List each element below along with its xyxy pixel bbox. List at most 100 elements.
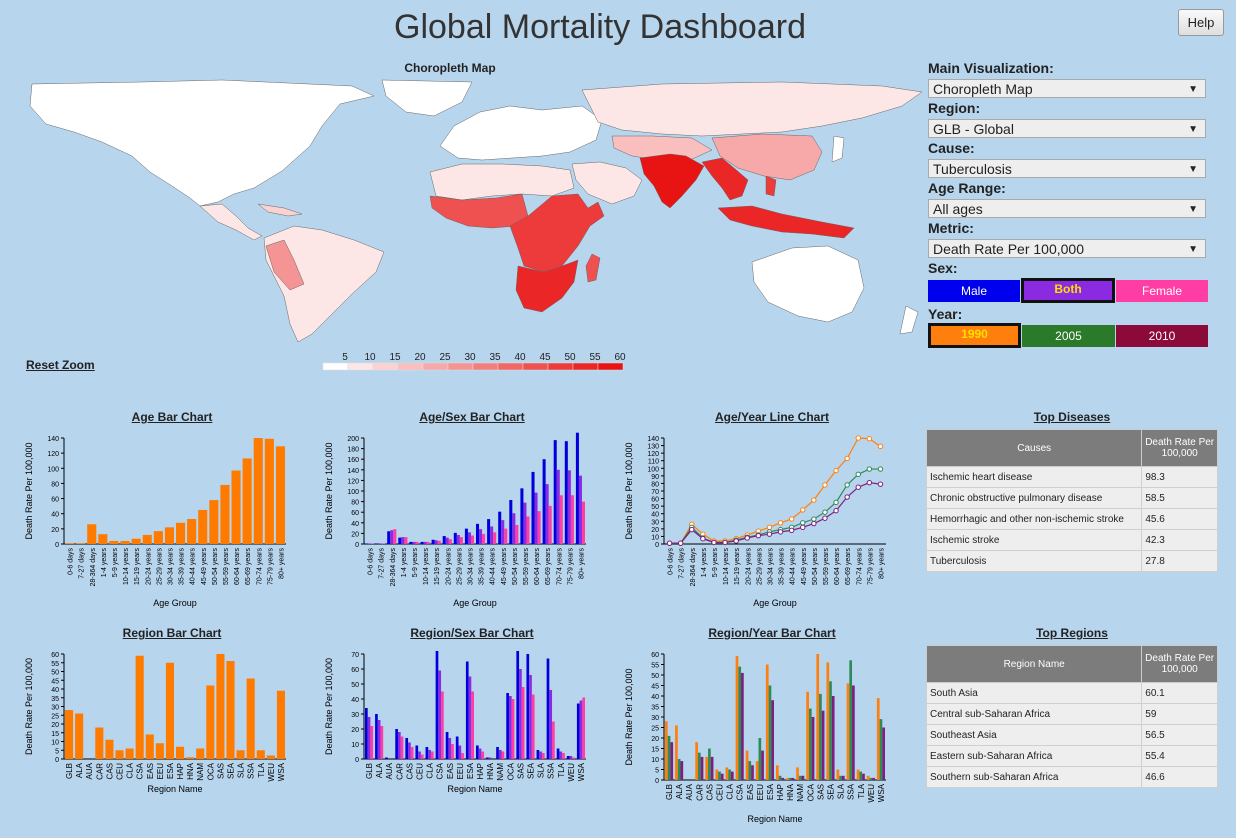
bar-y2010 [741, 672, 744, 780]
bar-both [579, 700, 583, 759]
point-y1990 [788, 516, 795, 522]
year-1990-button[interactable]: 1990 [928, 323, 1021, 348]
region-year-bar-title: Region/Year Bar Chart [708, 626, 836, 640]
x-tick-label: OCA [506, 762, 515, 780]
bar-y2010 [720, 773, 724, 780]
map-region-philippines [765, 175, 777, 197]
legend-swatch [447, 362, 474, 371]
reset-zoom-link[interactable]: Reset Zoom [26, 358, 95, 372]
x-tick-label: CLA [726, 783, 735, 799]
x-tick-label: TLA [257, 762, 266, 777]
sex-male-button[interactable]: Male [928, 280, 1020, 302]
point-y1990 [822, 482, 828, 488]
x-tick-label: 80+ years [878, 548, 885, 579]
x-tick-label: HNA [786, 783, 795, 801]
point-y1990 [833, 467, 839, 474]
y-tick-label: 50 [51, 670, 59, 677]
bar-y2010 [811, 717, 815, 780]
region-sex-bar-chart[interactable]: 0 10 20 30 40 50 60 70 Death Rate Per 100,000 GLB… [320, 646, 600, 796]
bar-both [523, 502, 527, 544]
table-row[interactable]: Central sub-Saharan Africa 59 [925, 703, 1218, 725]
x-tick-label: 28-364 days [390, 548, 397, 587]
table-row[interactable]: Ischemic stroke 42.3 [925, 529, 1218, 551]
sex-female-button[interactable]: Female [1116, 280, 1208, 302]
bar-male [509, 500, 513, 544]
region-select[interactable]: GLB - Global ▼ [928, 119, 1206, 138]
x-tick-label: 75-79 years [267, 548, 274, 585]
region-year-bar-chart[interactable]: 0 5 10 15 20 25 30 35 40 45 50 55 60 Death Rate Per 1… [620, 646, 900, 826]
bar [176, 522, 186, 544]
chevron-down-icon: ▼ [1188, 244, 1198, 255]
legend-tick-label: 10 [364, 352, 376, 363]
bar-male [546, 658, 550, 759]
bar-both [539, 751, 542, 759]
bar-female [537, 511, 541, 544]
bar-y2010 [882, 727, 885, 780]
x-tick-label: HAP [176, 763, 185, 779]
bar-female [531, 694, 535, 759]
bar-y1990 [856, 769, 860, 780]
bar-male [465, 661, 469, 759]
table-row[interactable]: Eastern sub-Saharan Africa 55.4 [925, 745, 1218, 767]
x-tick-label: ALA [375, 762, 384, 778]
chevron-down-icon: ▼ [1188, 124, 1198, 135]
table-row[interactable]: South Asia 60.1 [925, 682, 1218, 704]
table-row[interactable]: Ischemic heart disease 98.3 [925, 466, 1218, 488]
x-tick-label: SAS [216, 763, 225, 779]
y-axis-label: Death Rate Per 100,000 [624, 442, 634, 539]
bar-male [498, 511, 502, 544]
bar [236, 750, 245, 759]
bar-both [448, 738, 452, 759]
x-tick-label: 60-64 years [234, 548, 241, 585]
bar-y1990 [846, 683, 850, 780]
x-axis-label: Region Name [147, 784, 202, 794]
x-tick-label: WEU [267, 763, 276, 782]
table-header: Death Rate Per 100,000 [1141, 429, 1218, 467]
table-row[interactable]: Tuberculosis 27.8 [925, 550, 1218, 572]
region-rate: 46.6 [1141, 766, 1218, 788]
y-tick-label: 110 [648, 459, 659, 466]
bar-female [448, 539, 452, 544]
cause-select[interactable]: Tuberculosis ▼ [928, 159, 1206, 178]
table-row[interactable]: Southeast Asia 56.5 [925, 724, 1218, 746]
bar-female [404, 537, 408, 544]
sex-both-button[interactable]: Both [1021, 278, 1115, 303]
x-tick-label: NAM [796, 784, 805, 802]
table-row[interactable]: Southern sub-Saharan Africa 46.6 [925, 766, 1218, 788]
legend-swatch [397, 362, 424, 371]
bar-male [365, 708, 368, 759]
main-viz-select[interactable]: Choropleth Map ▼ [928, 79, 1206, 98]
age-bar-chart[interactable]: 0 20 40 60 80 100 120 140 Death Rate Per 100,000… [20, 430, 300, 610]
y-tick-label: 15 [651, 747, 659, 754]
year-2005-button[interactable]: 2005 [1022, 325, 1115, 347]
bar [142, 534, 152, 544]
x-tick-label: 5-9 years [112, 548, 119, 578]
age-sex-bar-chart[interactable]: 0 20 40 60 80 100 120 140 160 180 200 Death Rate Pe… [320, 430, 600, 610]
metric-select[interactable]: Death Rate Per 100,000 ▼ [928, 239, 1206, 258]
bar-both [549, 690, 553, 759]
x-tick-label: HNA [486, 762, 495, 780]
bar-y1990 [675, 725, 678, 780]
table-row[interactable]: Chronic obstructive pulmonary disease 58.… [925, 487, 1218, 509]
age-year-line-title: Age/Year Line Chart [714, 410, 830, 424]
bar-y2010 [700, 756, 704, 780]
bar-male [405, 738, 409, 759]
age-range-label: Age Range: [928, 180, 1006, 196]
map-region-east-asia [711, 133, 823, 181]
help-button[interactable]: Help [1178, 9, 1224, 36]
bar-y1990 [665, 721, 668, 780]
age-range-select[interactable]: All ages ▼ [928, 199, 1206, 218]
bar-both [578, 475, 582, 544]
bar-female [493, 532, 497, 544]
x-tick-label: 10-14 years [123, 548, 130, 585]
x-tick-label: CEU [716, 784, 725, 801]
legend-swatch [597, 362, 624, 371]
bar-y1990 [866, 775, 870, 780]
region-label: Region: [928, 100, 981, 116]
year-2010-button[interactable]: 2010 [1116, 325, 1208, 347]
region-name: Southeast Asia [925, 724, 1143, 746]
table-row[interactable]: Hemorrhagic and other non-ischemic strok… [925, 508, 1218, 530]
choropleth-map[interactable] [22, 76, 922, 352]
